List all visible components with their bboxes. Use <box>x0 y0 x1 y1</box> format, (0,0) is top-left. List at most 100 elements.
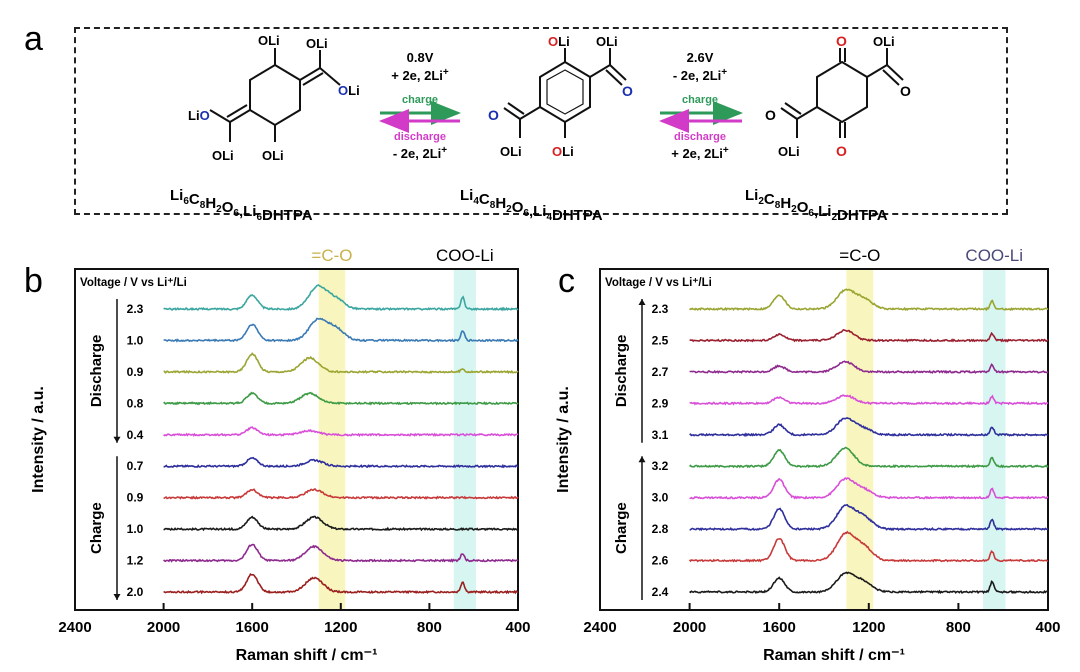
voltage-label: 2.8 <box>652 522 669 536</box>
spectrum-line-0.9 <box>163 352 519 375</box>
x-axis-label: Raman shift / cm⁻¹ <box>763 647 905 664</box>
svg-text:O: O <box>622 83 633 99</box>
svg-text:OLi: OLi <box>873 34 895 49</box>
svg-text:OLi: OLi <box>778 144 800 159</box>
svg-text:OLi: OLi <box>548 34 570 49</box>
svg-text:OLi: OLi <box>552 144 574 159</box>
svg-text:+ 2e, 2Li+: + 2e, 2Li+ <box>671 145 729 161</box>
plot-frame <box>599 268 1049 611</box>
x-tick-label: 2400 <box>583 619 616 636</box>
reaction-arrow-2: 2.6V - 2e, 2Li+ charge discharge + 2e, 2… <box>659 50 743 161</box>
voltage-label: 0.9 <box>127 365 144 379</box>
voltage-label: 1.2 <box>127 554 144 568</box>
svg-text:OLi: OLi <box>262 148 284 163</box>
x-axis-label: Raman shift / cm⁻¹ <box>236 647 378 664</box>
group-label-1: Charge <box>613 502 630 554</box>
voltage-label: 2.9 <box>652 396 669 410</box>
x-tick-label: 2400 <box>58 619 91 636</box>
voltage-label: 2.0 <box>127 585 144 599</box>
x-tick-label: 1200 <box>852 619 885 636</box>
group-arrow-head-1 <box>638 456 646 463</box>
svg-text:0.8V: 0.8V <box>407 50 434 65</box>
voltage-label: 2.5 <box>652 333 669 347</box>
spectrum-line-3.1 <box>689 417 1049 438</box>
voltage-label: 2.3 <box>127 302 144 316</box>
legend-title: Voltage / V vs Li⁺/Li <box>80 277 187 289</box>
region-band-1 <box>453 269 476 610</box>
voltage-label: 3.0 <box>652 491 669 505</box>
svg-text:O: O <box>900 83 911 99</box>
spectrum-line-2.3 <box>163 284 519 312</box>
voltage-label: 2.4 <box>652 585 669 599</box>
group-label-1: Charge <box>88 502 105 554</box>
group-label-0: Discharge <box>88 335 105 408</box>
panel-c-letter: c <box>558 262 575 300</box>
svg-text:- 2e, 2Li+: - 2e, 2Li+ <box>673 67 727 83</box>
reaction-scheme: OLi OLi OLi LiO OLi OLi Li6C8H2O6,Li6DHT… <box>170 33 911 224</box>
raman-chart-c: c =C-O COO-Li 2400 2000 1600 1200 800 400 Raman s… <box>555 246 1061 664</box>
x-tick-label: 2000 <box>147 619 180 636</box>
voltage-label: 1.0 <box>127 522 144 536</box>
x-tick-label: 1600 <box>763 619 796 636</box>
spectrum-line-1.0 <box>163 317 519 343</box>
voltage-label: 0.9 <box>127 491 144 505</box>
x-tick-label: 400 <box>505 619 530 636</box>
svg-text:OLi: OLi <box>306 36 328 51</box>
svg-text:+ 2e, 2Li+: + 2e, 2Li+ <box>391 67 449 83</box>
voltage-label: 2.7 <box>652 365 669 379</box>
svg-text:OLi: OLi <box>258 33 280 48</box>
group-arrow-head-0 <box>113 436 121 443</box>
x-tick-label: 1200 <box>324 619 357 636</box>
voltage-label: 0.8 <box>127 396 144 410</box>
svg-text:O: O <box>765 107 776 123</box>
voltage-label: 0.4 <box>127 428 144 442</box>
molecule-li4dhtpa <box>503 48 627 138</box>
x-tick-label: 800 <box>417 619 442 636</box>
molecule-li2dhtpa <box>780 48 904 138</box>
svg-text:2.6V: 2.6V <box>687 50 714 65</box>
legend-title: Voltage / V vs Li⁺/Li <box>605 277 712 289</box>
svg-text:discharge: discharge <box>674 131 726 143</box>
svg-text:OLi: OLi <box>212 148 234 163</box>
spectrum-line-2.6 <box>688 530 1049 563</box>
panel-b-letter: b <box>24 262 43 300</box>
spectrum-line-2.4 <box>689 571 1049 595</box>
svg-text:O: O <box>836 33 847 49</box>
region-label-1: COO-Li <box>965 246 1023 265</box>
spectrum-line-0.7 <box>163 456 519 469</box>
spectrum-line-2.0 <box>163 573 519 595</box>
molecule-li6dhtpa <box>209 48 341 142</box>
voltage-label: 3.1 <box>652 428 669 442</box>
spectrum-line-3.0 <box>689 477 1049 500</box>
x-tick-label: 1600 <box>236 619 269 636</box>
svg-text:- 2e, 2Li+: - 2e, 2Li+ <box>393 145 447 161</box>
spectrum-line-2.3 <box>689 288 1049 312</box>
x-tick-label: 800 <box>946 619 971 636</box>
region-label-0: =C-O <box>311 246 352 265</box>
svg-text:O: O <box>488 107 499 123</box>
spectrum-line-2.9 <box>689 394 1049 406</box>
spectrum-line-0.4 <box>163 426 519 438</box>
svg-text:charge: charge <box>402 94 438 106</box>
region-band-0 <box>846 269 874 610</box>
spectrum-line-0.9 <box>163 488 519 500</box>
y-axis-label: Intensity / a.u. <box>555 386 572 493</box>
voltage-label: 2.3 <box>652 302 669 316</box>
spectrum-line-2.8 <box>689 504 1049 532</box>
svg-text:OLi: OLi <box>338 83 360 98</box>
svg-text:discharge: discharge <box>394 131 446 143</box>
group-label-0: Discharge <box>613 335 630 408</box>
panel-a-letter: a <box>24 20 43 58</box>
raman-chart-b: b =C-O COO-Li 2400 2000 1600 1200 800 400 Raman s… <box>24 246 531 664</box>
spectrum-line-3.2 <box>689 446 1049 469</box>
spectrum-line-2.7 <box>689 360 1049 374</box>
region-label-0: =C-O <box>839 246 880 265</box>
spectrum-line-1.2 <box>163 543 519 563</box>
formula-li2dhtpa: Li2C8H2O6,Li2DHTPA <box>745 187 888 224</box>
svg-text:OLi: OLi <box>596 34 618 49</box>
svg-text:OLi: OLi <box>500 144 522 159</box>
reaction-scheme-frame <box>74 27 1008 215</box>
voltage-label: 2.6 <box>652 554 669 568</box>
formula-li6dhtpa: Li6C8H2O6,Li6DHTPA <box>170 187 313 224</box>
spectrum-line-2.5 <box>689 328 1049 343</box>
